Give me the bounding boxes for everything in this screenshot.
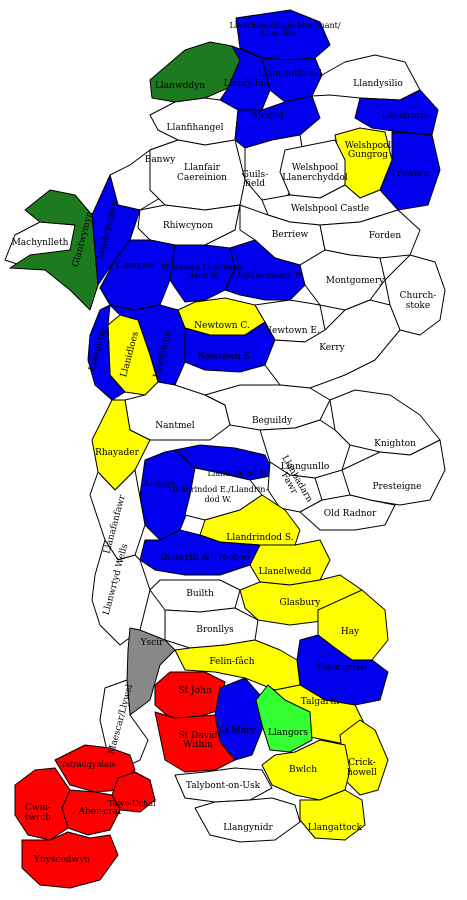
ward-label-llandrindod-south: Llandrindod S. [226, 533, 293, 543]
ward-label-talgarth: Talgarth [301, 697, 340, 707]
ward-label-gwernyfed: Gwernyfed [317, 663, 367, 673]
ward-label-rhayader: Rhayader [95, 448, 139, 458]
ward-label-caersws: Caersws [116, 261, 155, 271]
ward-label-kerry: Kerry [319, 343, 345, 353]
ward-bwlch [261, 739, 351, 801]
ward-label-newtown-llanllwchaiarn-w: Newtown Llanllwch-aiarn W. [161, 263, 245, 280]
ward-rhiwcynon [137, 204, 241, 246]
ward-label-tawe-uchaf: Tawe-Uchaf [108, 799, 157, 808]
ward-label-ynyscedwyn: Ynyscedwyn [33, 855, 90, 865]
ward-label-welshpool-gungrog: Welshpool Gungrog [345, 141, 392, 160]
ward-label-hay: Hay [341, 627, 360, 637]
ward-label-builth: Builth [186, 589, 214, 599]
ward-label-machynlleth: Machynlleth [12, 238, 69, 248]
ward-llandysilio [311, 54, 421, 101]
ward-label-nantmel: Nantmel [155, 421, 195, 431]
ward-label-aber-craf: Aber-craf [78, 807, 123, 817]
ward-label-trewern: Trewern [391, 169, 430, 179]
ward-label-cwm-twrch: Cwm-twrch [25, 803, 52, 823]
ward-label-newtown-south: Newtown S. [197, 352, 252, 362]
ward-ystradgynlais [54, 744, 136, 793]
ward-label-st-john: St John [178, 686, 211, 696]
ward-label-llangattock: Llangattock [308, 823, 363, 833]
ward-label-crickhowell: Crick-howell [347, 758, 377, 778]
ward-cwm-twrch [14, 767, 71, 841]
ward-label-meifod: Meifod [252, 111, 284, 121]
ward-label-old-radnor: Old Radnor [324, 509, 377, 519]
ward-label-llanwddyn: Llanwddyn [155, 81, 205, 91]
ward-shapes [4, 9, 446, 889]
ward-label-newtown-east: Newtown E. [264, 326, 320, 336]
ward-old-radnor [299, 494, 396, 531]
ward-label-llangors: Llangors [268, 728, 308, 738]
ward-label-talybont-on-usk: Talybont-on-Usk [186, 781, 261, 791]
ward-label-bronllys: Bronllys [196, 625, 234, 635]
ward-label-yscir: Yscir [140, 638, 164, 648]
ward-label-llandysilio: Llandysilio [353, 79, 403, 89]
ward-label-llanfihangel: Llanfihangel [167, 123, 224, 133]
ward-label-berriew: Berriew [272, 230, 309, 240]
ward-label-llangynidr: Llangynidr [223, 823, 273, 833]
ward-crickhowell [339, 719, 389, 796]
ward-label-glasbury: Glasbury [280, 598, 322, 608]
ward-llanfihangel [149, 97, 239, 146]
ward-label-st-mary: St Mary [219, 726, 257, 736]
ward-label-llanfihangel-yng-ngwynfa: Llanrhaeadr-ym-Mochnant/Llansilin [229, 21, 340, 38]
ward-label-disserth-and-trecoed: Disserth & Trecoed [160, 553, 250, 563]
ward-label-guilsfield: Guils-field [242, 170, 268, 189]
ward-label-st-david-within: St David Within [179, 731, 218, 750]
ward-label-llansantffraid: Llansantffraid [258, 69, 322, 79]
ward-label-newtown-central: Newtown C. [194, 321, 250, 331]
ward-label-llanllwchaiarn-e: Llanllwchaiarn E. [232, 271, 303, 280]
ward-label-churchstoke: Church-stoke [400, 291, 437, 311]
ward-label-welshpool-llanerchyddol: Welshpool Llanerchyddol [282, 163, 348, 183]
ward-label-ystradgynlais: Ystradgynlais [59, 760, 115, 769]
ward-trewern [379, 131, 441, 211]
ward-label-bwlch: Bwlch [289, 765, 317, 775]
ward-label-banwy: Banwy [145, 155, 176, 165]
ward-label-llangunllo: Llangunllo [281, 462, 330, 472]
ward-llangynidr [194, 797, 301, 843]
ward-label-knighton: Knighton [374, 439, 416, 449]
ward-ynyscedwyn [21, 831, 119, 889]
ward-glantwymyn [9, 189, 99, 311]
ward-label-llanyre: Llanyre [145, 479, 176, 488]
ward-talybont-on-usk [174, 767, 273, 803]
ward-yscir [126, 627, 176, 716]
ward-label-rhiwcynon: Rhiwcynon [163, 221, 213, 231]
ward-felin-fach [174, 639, 301, 691]
ward-label-beguildy: Beguildy [252, 416, 293, 426]
ward-label-llanfair-caereinion: Llanfair Caereinion [177, 163, 227, 183]
ward-llanfair-caereinion [149, 139, 246, 211]
ward-label-llandrindod-east-west: Llandrindod E./Llandrin-dod W. [168, 485, 269, 504]
ward-llanelwedd [249, 539, 331, 586]
ward-label-llanfyllin: Llanfyllin [224, 79, 267, 89]
ward-llangurig [87, 304, 126, 401]
ward-st-david-within [154, 711, 236, 773]
ward-montgomery [299, 249, 386, 311]
ward-llangors [255, 684, 313, 753]
ward-label-welshpool-castle: Welshpool Castle [291, 204, 369, 214]
ward-label-llanelwedd: Llanelwedd [259, 567, 312, 577]
ward-label-felin-fach: Felin-fâch [209, 656, 254, 667]
ward-label-montgomery: Montgomery [326, 276, 385, 286]
ward-llangattock [299, 789, 366, 841]
ward-llanyre [139, 449, 196, 541]
ward-label-presteigne: Presteigne [372, 482, 421, 492]
ward-label-llandrinio: Llandrinio [381, 111, 428, 121]
ward-label-forden: Forden [369, 231, 402, 241]
ward-label-llandrindod-north: Llandrindod N. [207, 469, 268, 478]
